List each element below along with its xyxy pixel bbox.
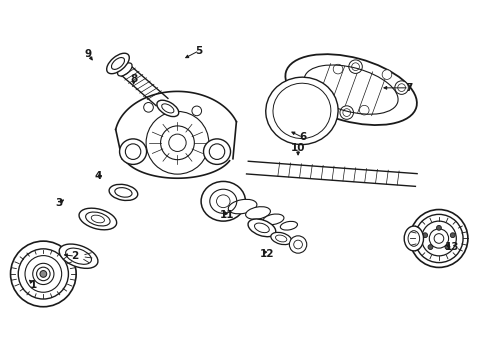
Ellipse shape	[109, 184, 138, 201]
Ellipse shape	[404, 226, 423, 251]
Text: 2: 2	[72, 251, 79, 261]
Circle shape	[40, 271, 47, 277]
Circle shape	[294, 85, 307, 98]
Circle shape	[33, 263, 54, 284]
Ellipse shape	[79, 208, 117, 230]
Text: 5: 5	[196, 46, 203, 56]
Text: 4: 4	[94, 171, 101, 181]
Ellipse shape	[118, 63, 132, 76]
Circle shape	[161, 126, 195, 160]
Circle shape	[333, 64, 343, 74]
Circle shape	[290, 236, 307, 253]
Circle shape	[437, 225, 441, 230]
Circle shape	[18, 249, 69, 299]
Ellipse shape	[107, 53, 129, 74]
Circle shape	[445, 245, 450, 249]
Circle shape	[429, 229, 448, 248]
Circle shape	[144, 103, 153, 112]
Circle shape	[382, 70, 392, 80]
Circle shape	[360, 105, 369, 115]
Circle shape	[311, 100, 320, 109]
Circle shape	[450, 233, 455, 238]
Circle shape	[395, 81, 408, 94]
Ellipse shape	[59, 244, 98, 268]
Circle shape	[428, 245, 433, 249]
Circle shape	[146, 112, 209, 174]
Ellipse shape	[201, 181, 245, 221]
Ellipse shape	[285, 54, 417, 125]
Circle shape	[423, 233, 428, 238]
Ellipse shape	[280, 221, 297, 230]
Ellipse shape	[266, 77, 338, 145]
Text: 11: 11	[220, 211, 234, 220]
Text: 8: 8	[130, 74, 138, 84]
Text: 9: 9	[85, 49, 92, 59]
Text: 13: 13	[445, 242, 460, 252]
Text: 3: 3	[56, 198, 63, 208]
Circle shape	[410, 210, 468, 267]
Text: 6: 6	[299, 132, 307, 143]
Circle shape	[192, 106, 201, 116]
Text: 10: 10	[291, 143, 305, 153]
Circle shape	[340, 106, 353, 119]
Ellipse shape	[120, 139, 147, 165]
Ellipse shape	[228, 199, 257, 214]
Ellipse shape	[203, 139, 230, 165]
Ellipse shape	[271, 232, 292, 244]
Ellipse shape	[157, 100, 179, 117]
Circle shape	[11, 241, 76, 307]
Ellipse shape	[245, 207, 270, 219]
Circle shape	[415, 214, 463, 262]
Text: 7: 7	[405, 83, 413, 93]
Ellipse shape	[263, 214, 284, 225]
Ellipse shape	[248, 219, 276, 237]
Text: 1: 1	[30, 280, 37, 289]
Circle shape	[349, 60, 362, 73]
Text: 12: 12	[260, 249, 274, 260]
